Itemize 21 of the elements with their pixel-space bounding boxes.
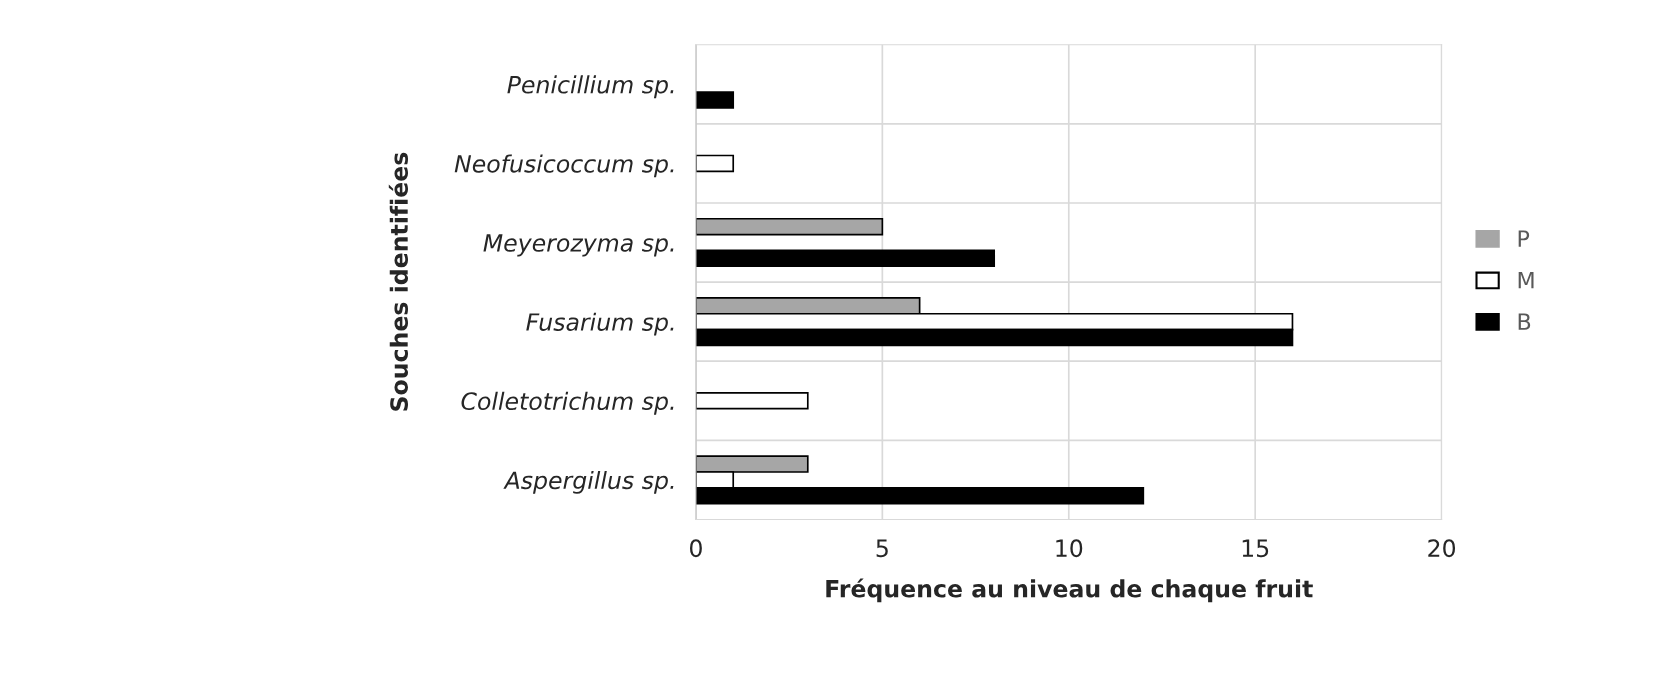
x-tick-label: 10 bbox=[1056, 539, 1083, 558]
y-tick-label: Aspergillus sp. bbox=[503, 470, 674, 494]
x-tick-label: 0 bbox=[689, 539, 702, 558]
bar bbox=[695, 392, 809, 410]
legend-label: P bbox=[1518, 230, 1530, 247]
y-axis-title: Souches identifiées bbox=[388, 152, 409, 411]
legend-label: M bbox=[1518, 272, 1534, 289]
x-axis-title: Fréquence au niveau de chaque fruit bbox=[826, 578, 1313, 603]
legend-label: B bbox=[1518, 313, 1531, 330]
bar bbox=[695, 217, 884, 236]
y-tick-label: Fusarium sp. bbox=[526, 312, 674, 336]
y-tick-label: Meyerozyma sp. bbox=[483, 234, 674, 257]
y-tick-label: Penicillium sp. bbox=[507, 75, 674, 99]
x-tick-label: 5 bbox=[876, 539, 888, 558]
y-tick-label: Neofusicoccum sp. bbox=[454, 154, 674, 178]
x-tick-label: 15 bbox=[1242, 539, 1269, 558]
x-tick-label: 20 bbox=[1428, 539, 1456, 558]
bar bbox=[695, 249, 996, 268]
y-tick-label: Colletotrichum sp. bbox=[461, 391, 674, 415]
bar bbox=[695, 154, 735, 173]
bar bbox=[695, 91, 735, 109]
